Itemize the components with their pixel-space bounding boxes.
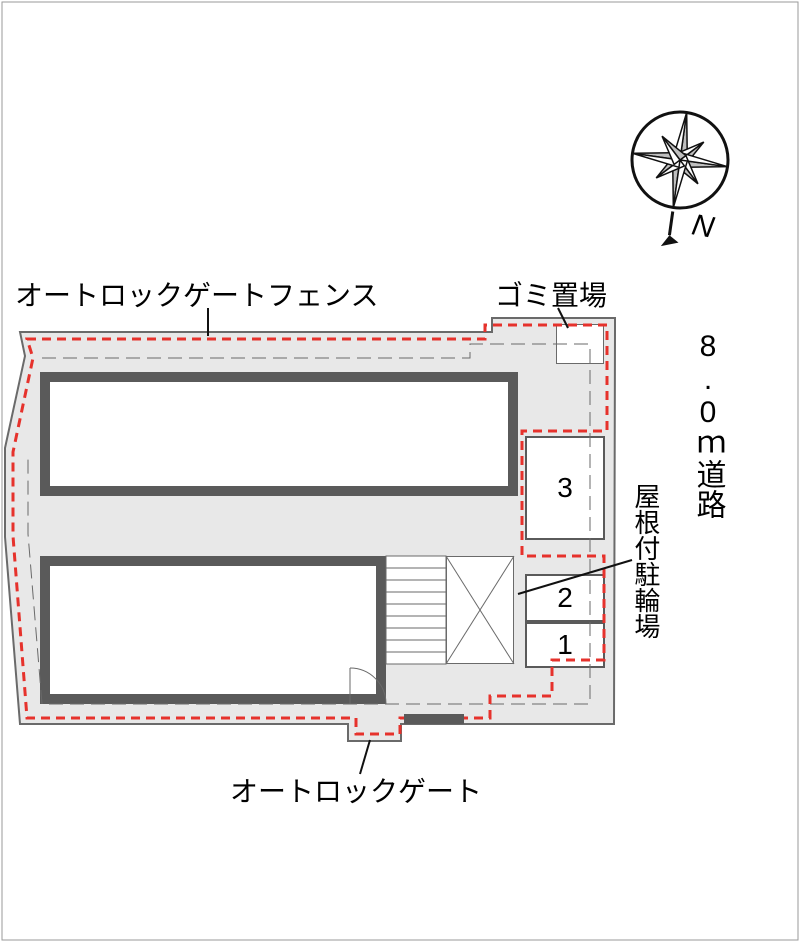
label-fence: オートロックゲートフェンス (15, 280, 378, 312)
trash-area-box (556, 324, 604, 364)
label-trash: ゴミ置場 (495, 280, 607, 312)
parking-slot-2: 2 (525, 574, 605, 622)
label-gate: オートロックゲート (230, 776, 482, 808)
building-top (40, 372, 518, 496)
label-north: N (689, 208, 716, 246)
slot-2-label: 2 (557, 582, 573, 614)
building-bottom (40, 556, 386, 704)
site-plan-canvas: 3 2 1 オートロックゲートフェンス ゴミ置場 8.0ｍ道路 屋根付駐輪場 オ… (0, 0, 800, 942)
parking-slot-3: 3 (525, 436, 605, 540)
slot-1-label: 1 (557, 629, 573, 661)
label-bike: 屋根付駐輪場 (630, 483, 660, 639)
slot-3-label: 3 (557, 472, 573, 504)
label-road: 8.0ｍ道路 (690, 330, 725, 519)
bike-parking-box (446, 556, 514, 664)
parking-slot-1: 1 (525, 622, 605, 668)
